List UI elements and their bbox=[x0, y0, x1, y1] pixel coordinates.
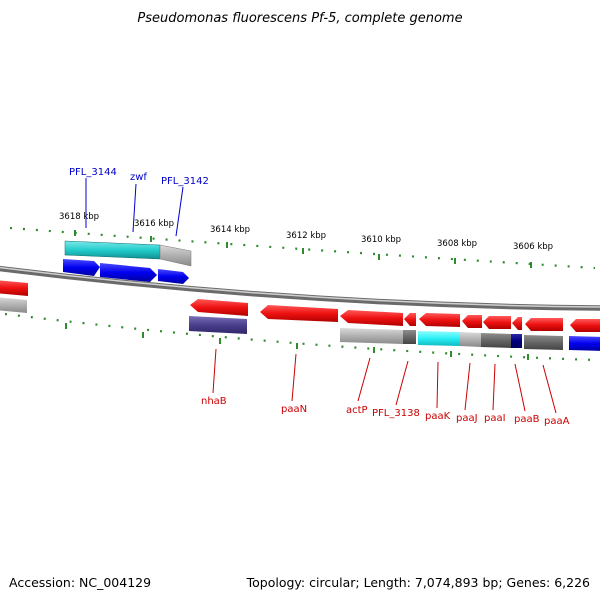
feature-purple[interactable] bbox=[189, 316, 247, 334]
scale-label: 3614 kbp bbox=[210, 225, 250, 235]
reverse-strand-genes bbox=[190, 299, 600, 332]
feature-dark-grey-paaa[interactable] bbox=[524, 335, 563, 350]
upper-tick-track bbox=[9, 226, 596, 270]
genome-summary-text: Topology: circular; Length: 7,074,893 bp… bbox=[246, 575, 590, 590]
reverse-gene-labels: nhaB paaN actP PFL_3138 paaK paaJ paaI p… bbox=[201, 348, 570, 427]
gene-label-paaa[interactable]: paaA bbox=[544, 416, 570, 427]
gene-paan[interactable] bbox=[260, 305, 338, 322]
gene-label-pfl-3144[interactable]: PFL_3144 bbox=[69, 167, 117, 178]
gene-nhab[interactable] bbox=[190, 299, 248, 316]
scale-label: 3610 kbp bbox=[361, 235, 401, 245]
genome-title: Pseudomonas fluorescens Pf-5, complete g… bbox=[137, 11, 463, 26]
gene-pfl-3142[interactable] bbox=[158, 269, 189, 284]
gene-pfl-3144[interactable] bbox=[63, 259, 100, 276]
scale-label: 3608 kbp bbox=[437, 239, 477, 249]
feature-navy-paab[interactable] bbox=[511, 334, 522, 348]
forward-feature-cyan[interactable] bbox=[64, 240, 161, 260]
feature-dark-grey-pfl-3138[interactable] bbox=[403, 330, 416, 344]
feature-left-partial-grey[interactable] bbox=[0, 297, 27, 313]
gene-label-pfl-3138[interactable]: PFL_3138 bbox=[372, 408, 420, 419]
gene-paak[interactable] bbox=[419, 313, 460, 327]
feature-grey-actp[interactable] bbox=[340, 328, 403, 344]
gene-label-paaj[interactable]: paaJ bbox=[456, 413, 478, 424]
feature-dark-grey-paai[interactable] bbox=[481, 333, 511, 348]
gene-pfl-3138[interactable] bbox=[404, 313, 416, 326]
feature-aqua-paak[interactable] bbox=[418, 331, 460, 346]
scale-labels: 3618 kbp 3616 kbp 3614 kbp 3612 kbp 3610… bbox=[59, 212, 553, 252]
left-edge-features bbox=[0, 280, 28, 313]
forward-strand-features bbox=[63, 240, 192, 284]
gene-label-nhab[interactable]: nhaB bbox=[201, 396, 227, 407]
gene-right-partial[interactable] bbox=[570, 319, 600, 332]
gene-label-actp[interactable]: actP bbox=[346, 405, 368, 416]
gene-label-paab[interactable]: paaB bbox=[514, 414, 540, 425]
gene-label-paan[interactable]: paaN bbox=[281, 404, 307, 415]
gene-paaa[interactable] bbox=[525, 318, 563, 331]
scale-label: 3616 kbp bbox=[134, 219, 174, 229]
accession-text: Accession: NC_004129 bbox=[9, 575, 152, 590]
scale-label: 3618 kbp bbox=[59, 212, 99, 222]
scale-label: 3606 kbp bbox=[513, 242, 553, 252]
feature-grey-paaj[interactable] bbox=[460, 332, 481, 347]
chromosome-backbone bbox=[0, 265, 600, 311]
gene-paaj[interactable] bbox=[462, 315, 482, 328]
gene-actp[interactable] bbox=[340, 310, 403, 326]
forward-gene-labels: PFL_3144 zwf PFL_3142 bbox=[69, 167, 209, 237]
lower-tick-track bbox=[4, 312, 596, 362]
reverse-strand-features bbox=[189, 316, 600, 351]
gene-paab[interactable] bbox=[512, 317, 522, 330]
gene-paai[interactable] bbox=[483, 316, 511, 329]
gene-label-pfl-3142[interactable]: PFL_3142 bbox=[161, 176, 209, 187]
gene-label-paak[interactable]: paaK bbox=[425, 411, 451, 422]
forward-feature-grey[interactable] bbox=[159, 244, 192, 267]
feature-blue-right-partial[interactable] bbox=[569, 336, 600, 351]
gene-label-paai[interactable]: paaI bbox=[484, 413, 506, 424]
scale-label: 3612 kbp bbox=[286, 231, 326, 241]
gene-left-partial[interactable] bbox=[0, 280, 28, 296]
gene-zwf[interactable] bbox=[100, 263, 157, 282]
gene-label-zwf[interactable]: zwf bbox=[130, 172, 147, 183]
